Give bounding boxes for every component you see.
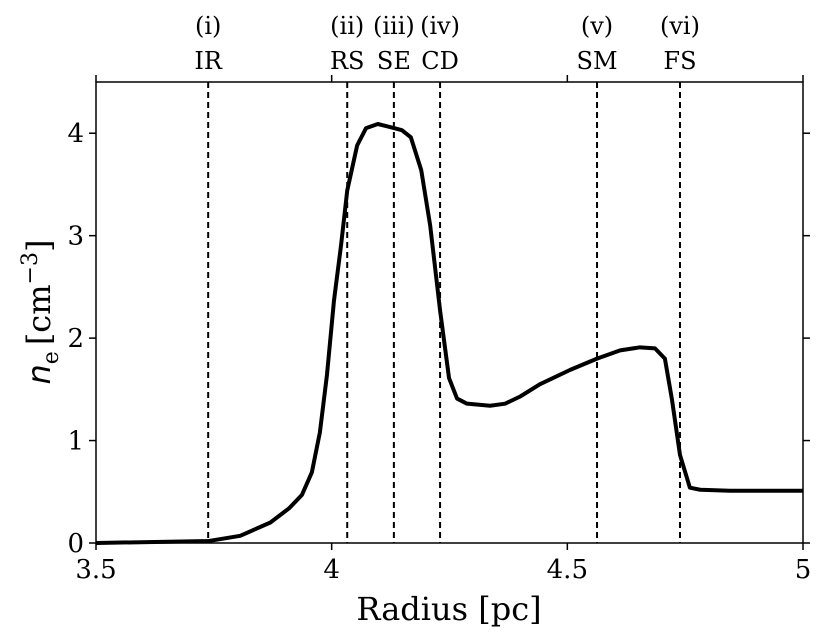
marker-numeral: (v) [581, 12, 613, 40]
y-label-exponent: −3 [18, 252, 43, 284]
marker-numeral: (iv) [420, 12, 460, 40]
data-line [95, 122, 803, 545]
marker-label: SE [377, 47, 411, 75]
marker-numeral: (iii) [373, 12, 415, 40]
marker-label: SM [577, 47, 618, 75]
y-tick-label: 2 [67, 324, 84, 354]
y-tick-label: 1 [67, 427, 84, 457]
marker-numeral: (ii) [330, 12, 364, 40]
y-label-subscript: e [39, 351, 64, 364]
x-axis-label: Radius [pc] [356, 590, 541, 628]
marker-label: CD [421, 47, 459, 75]
y-label-close: ] [20, 240, 58, 252]
marker-label: IR [194, 47, 222, 75]
y-label-unit: [cm [20, 284, 58, 345]
y-label-symbol: n [20, 364, 58, 384]
x-tick-label: 4 [323, 555, 340, 585]
y-tick-label: 0 [67, 529, 84, 559]
x-tick-label: 4.5 [547, 555, 588, 585]
x-tick-label: 5 [795, 555, 812, 585]
marker-numeral: (vi) [660, 12, 700, 40]
marker-numeral: (i) [195, 12, 221, 40]
y-tick-label: 3 [67, 222, 84, 252]
plot-frame [95, 81, 804, 544]
marker-label: RS [330, 47, 365, 75]
x-tick-label: 3.5 [75, 555, 116, 585]
marker-label: FS [663, 47, 696, 75]
y-axis-label: ne [cm−3] [18, 240, 64, 385]
y-tick-label: 4 [67, 119, 84, 149]
